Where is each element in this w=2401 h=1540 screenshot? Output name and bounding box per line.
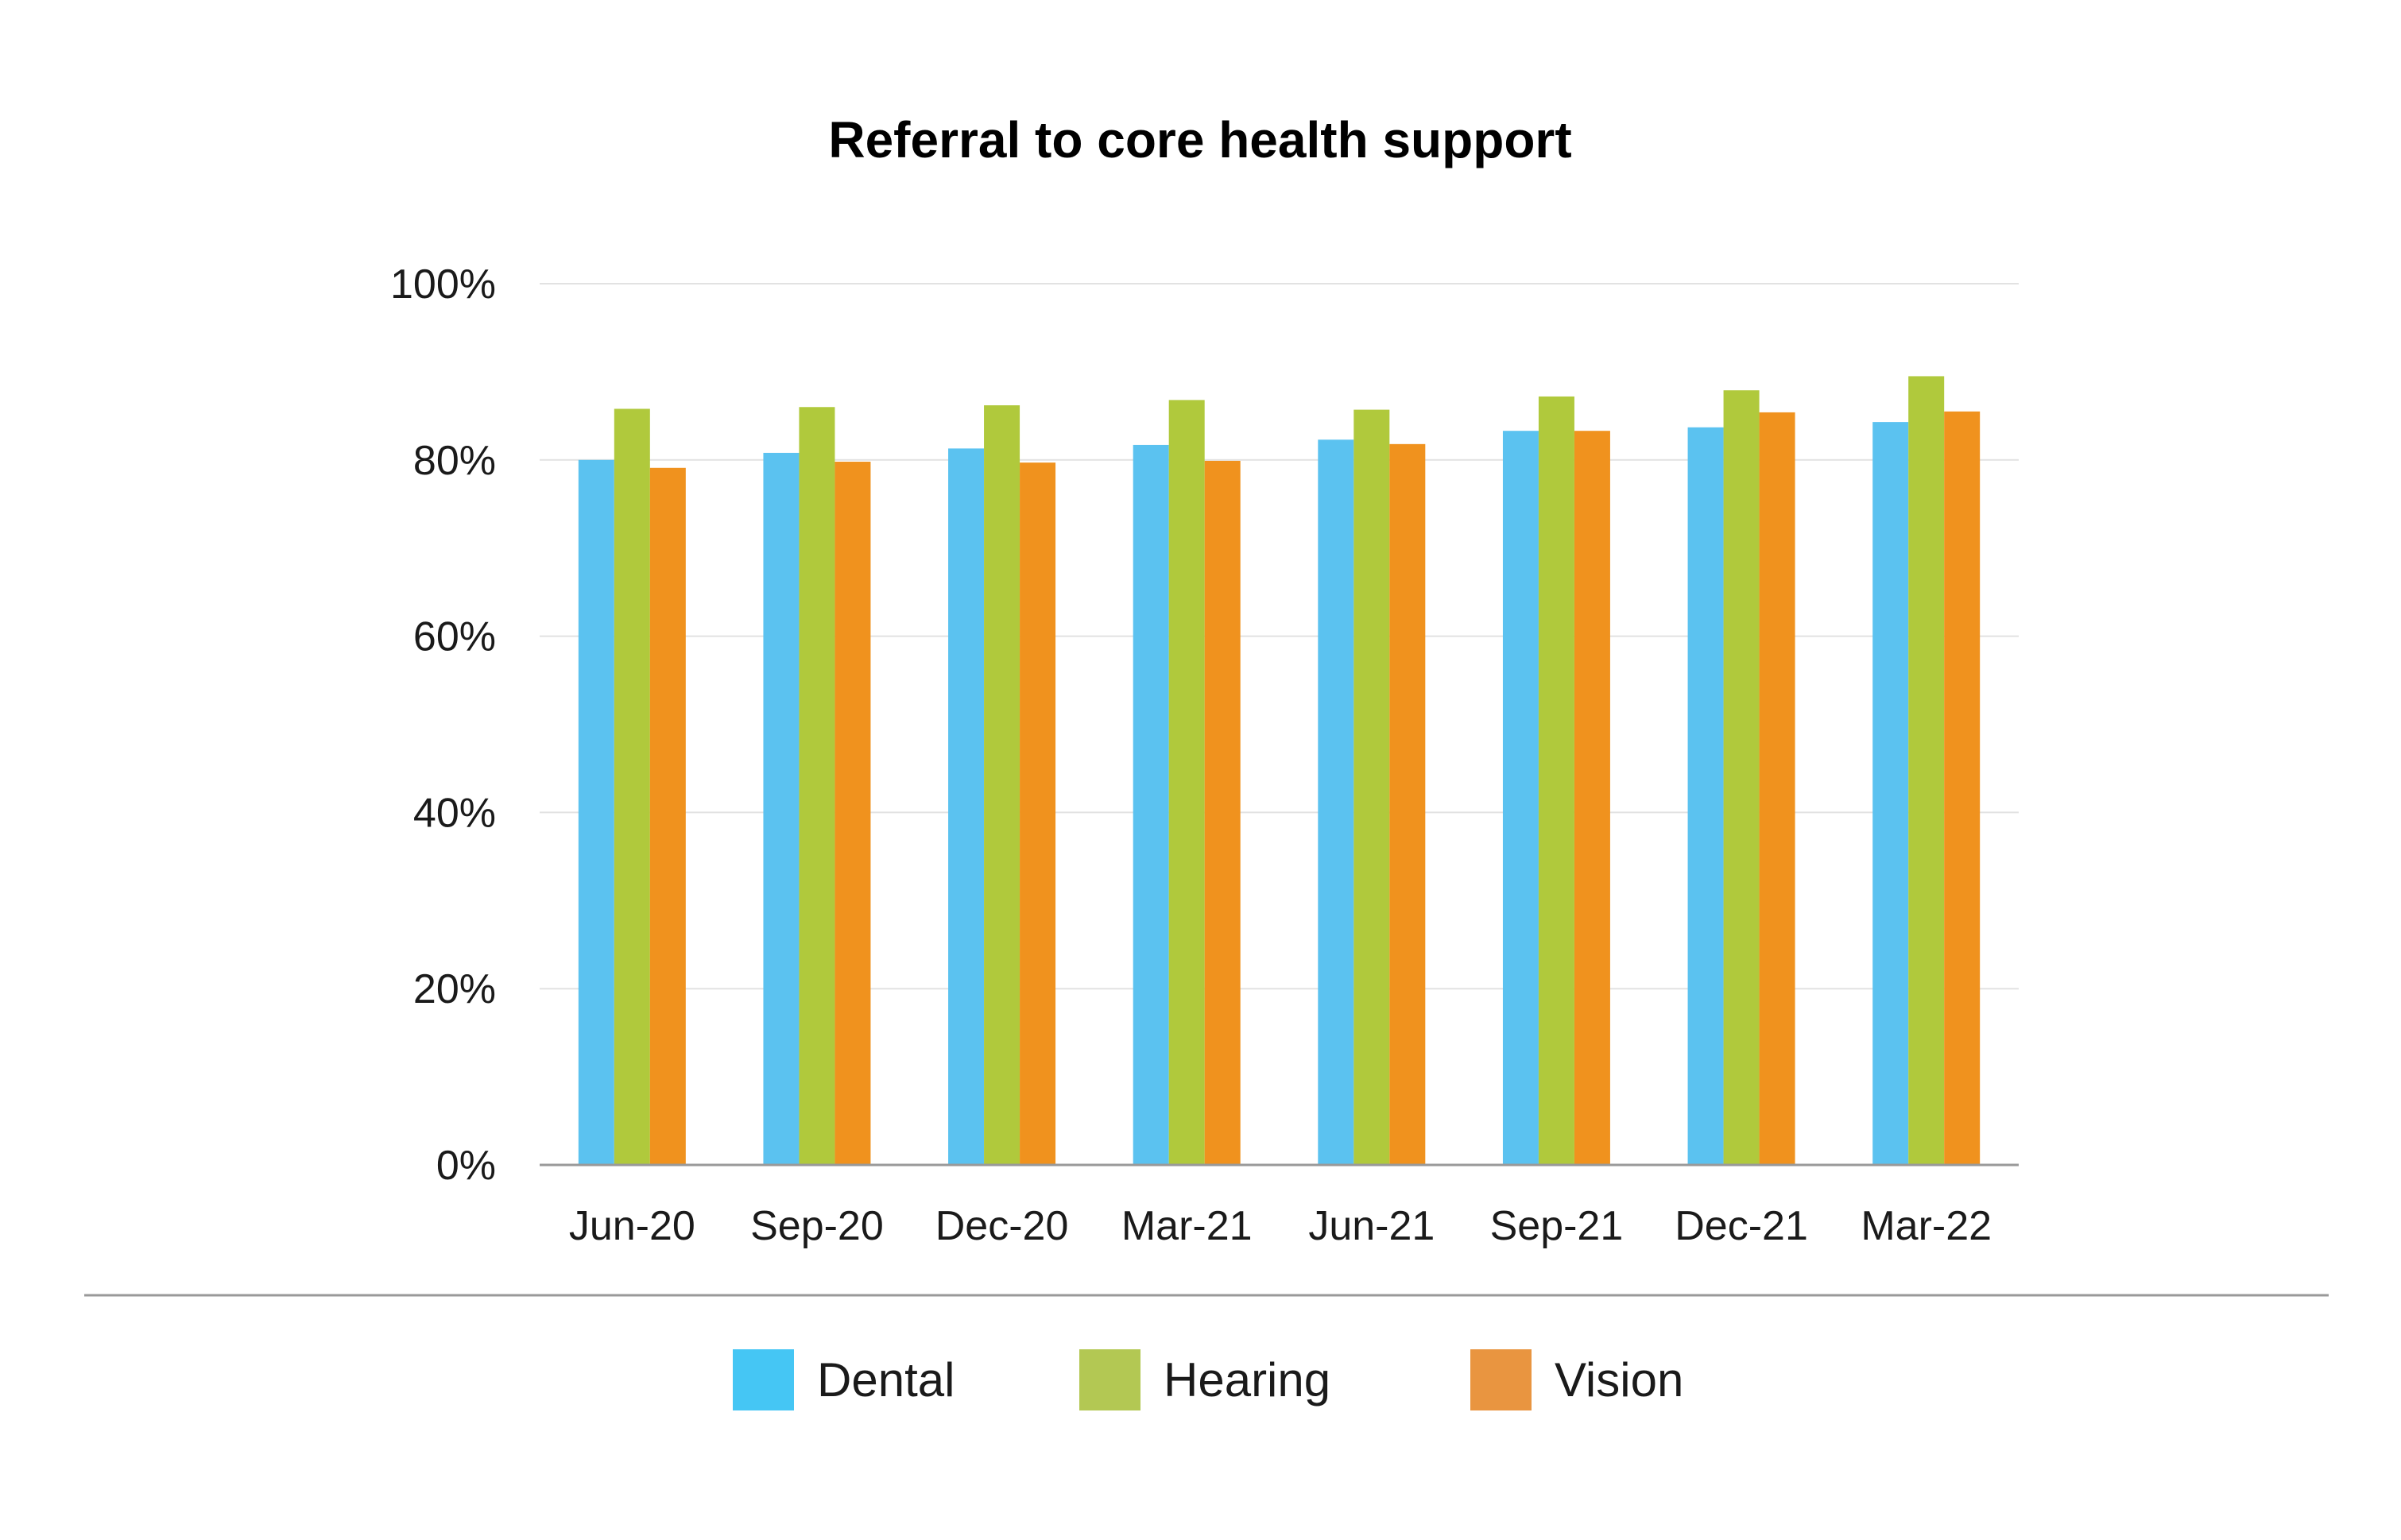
bar-dental-sep-21 — [1502, 431, 1539, 1165]
x-tick-label: Jun-21 — [1308, 1203, 1435, 1249]
x-tick-label: Mar-22 — [1861, 1203, 1992, 1249]
bar-vision-mar-21 — [1204, 460, 1241, 1165]
x-tick-label: Mar-21 — [1121, 1203, 1253, 1249]
y-tick-label: 40% — [413, 790, 496, 836]
bar-vision-dec-20 — [1020, 462, 1056, 1165]
bar-dental-dec-21 — [1687, 427, 1724, 1165]
bar-hearing-jun-20 — [614, 408, 650, 1165]
y-tick-label: 0% — [436, 1143, 496, 1189]
legend-swatch-dental — [733, 1349, 794, 1410]
bar-vision-dec-21 — [1759, 412, 1795, 1165]
bar-dental-sep-20 — [763, 452, 800, 1165]
legend-swatch-vision — [1470, 1349, 1532, 1410]
bar-dental-jun-20 — [578, 459, 614, 1165]
legend-label-hearing: Hearing — [1164, 1353, 1330, 1407]
x-tick-label: Dec-21 — [1675, 1203, 1808, 1249]
y-axis-ticks: 0% 20% 40% 60% 80% 100% — [390, 261, 496, 1189]
x-tick-label: Dec-20 — [935, 1203, 1069, 1249]
gridlines — [540, 283, 2019, 990]
bar-dental-jun-21 — [1318, 439, 1354, 1165]
x-tick-label: Sep-21 — [1490, 1203, 1624, 1249]
bar-vision-jun-21 — [1389, 443, 1426, 1165]
x-axis-ticks: Jun-20 Sep-20 Dec-20 Mar-21 Jun-21 Sep-21 Dec-… — [569, 1203, 1992, 1249]
bar-vision-jun-20 — [649, 467, 686, 1165]
bar-hearing-mar-22 — [1908, 376, 1945, 1165]
bar-dental-dec-20 — [948, 448, 985, 1165]
bar-hearing-dec-21 — [1723, 390, 1760, 1166]
y-tick-label: 60% — [413, 614, 496, 660]
legend-label-dental: Dental — [817, 1353, 955, 1407]
bar-hearing-dec-20 — [984, 405, 1020, 1165]
x-tick-label: Jun-20 — [569, 1203, 695, 1249]
chart-title: Referral to core health support — [828, 111, 1571, 168]
y-tick-label: 20% — [413, 966, 496, 1012]
bar-vision-sep-20 — [835, 462, 871, 1165]
bar-dental-mar-22 — [1872, 422, 1909, 1165]
bar-vision-mar-22 — [1944, 411, 1981, 1165]
bar-hearing-jun-21 — [1353, 409, 1390, 1165]
x-tick-label: Sep-20 — [750, 1203, 884, 1249]
bars — [578, 376, 1981, 1166]
legend-label-vision: Vision — [1555, 1353, 1683, 1407]
bar-hearing-sep-21 — [1538, 396, 1574, 1165]
bar-hearing-mar-21 — [1168, 400, 1205, 1165]
bar-vision-sep-21 — [1574, 431, 1610, 1165]
bar-hearing-sep-20 — [799, 407, 835, 1165]
legend: Dental Hearing Vision — [733, 1349, 1683, 1410]
y-tick-label: 100% — [390, 261, 496, 308]
y-tick-label: 80% — [413, 438, 496, 484]
bar-dental-mar-21 — [1133, 444, 1169, 1165]
legend-swatch-hearing — [1079, 1349, 1140, 1410]
